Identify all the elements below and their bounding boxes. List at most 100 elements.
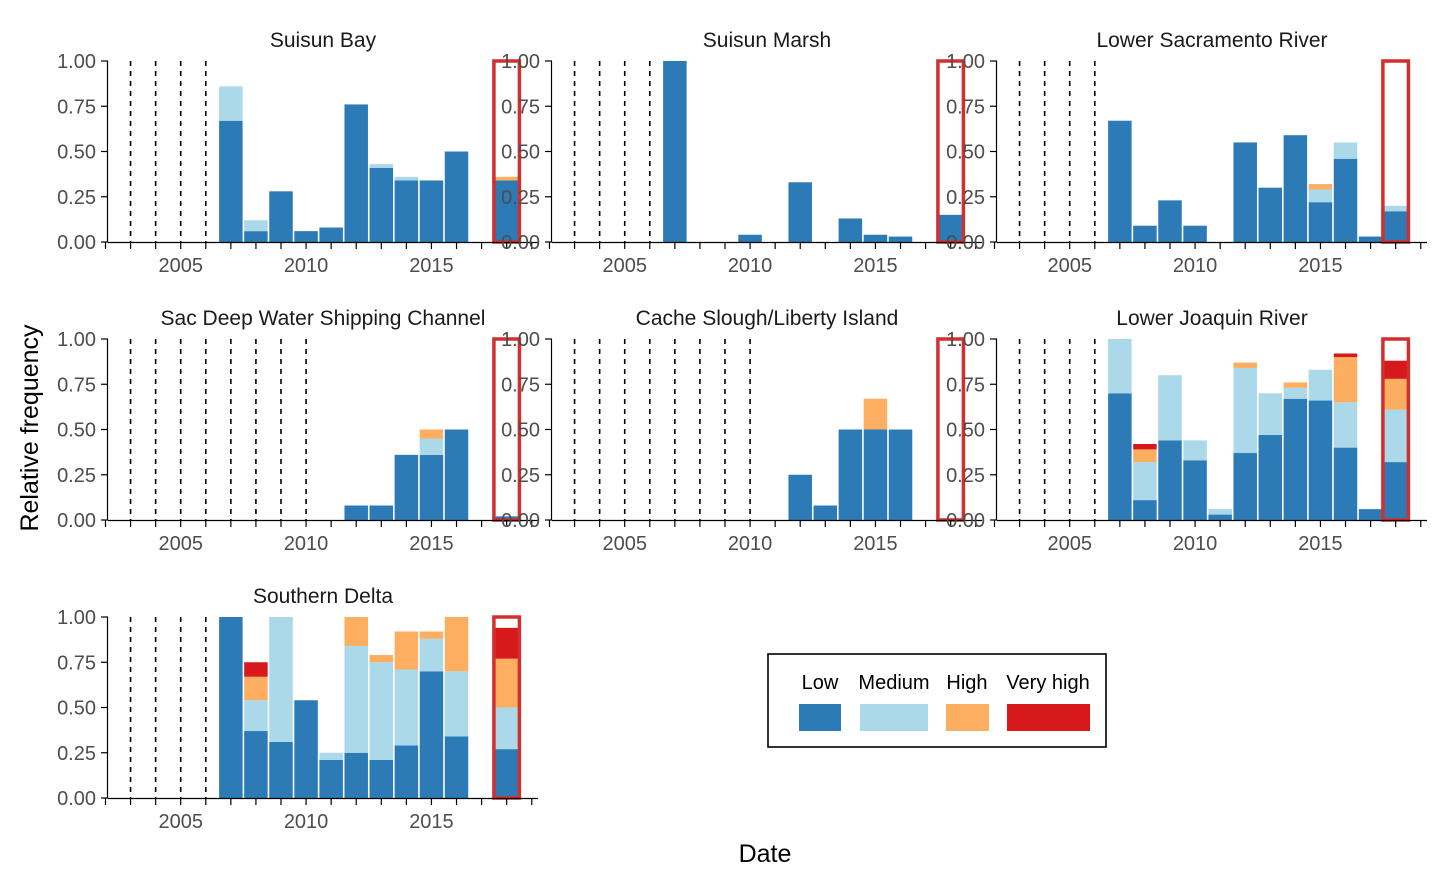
y-tick-label: 1.00 — [946, 329, 985, 351]
bar-segment-medium — [219, 86, 243, 121]
bar-segment-high — [494, 658, 519, 708]
bar-segment-low — [1233, 453, 1257, 520]
bar-segment-low — [419, 671, 444, 798]
bar-segment-low — [888, 429, 913, 520]
bar-segment-low — [838, 429, 863, 520]
legend-swatch-high — [946, 704, 989, 731]
bar-segment-medium — [1108, 339, 1132, 394]
y-tick-label: 1.00 — [501, 51, 540, 73]
bar-segment-medium — [444, 671, 469, 737]
bar-segment-low — [269, 191, 293, 242]
x-tick-label: 2010 — [728, 255, 773, 277]
bar-segment-low — [244, 231, 268, 242]
bar-segment-medium — [1283, 387, 1308, 399]
bar-segment-low — [369, 167, 394, 242]
bar-segment-medium — [1158, 375, 1182, 441]
legend-item-medium: Medium — [858, 672, 930, 731]
bar-segment-low — [1308, 202, 1333, 242]
bar-segment-high — [1233, 362, 1257, 368]
bar-segment-low — [444, 736, 469, 798]
x-tick-label: 2010 — [1173, 533, 1218, 555]
bar-segment-high — [1333, 357, 1358, 403]
bar-segment-low — [813, 505, 838, 520]
y-tick-label: 0.25 — [57, 743, 96, 765]
x-tick-label: 2010 — [284, 533, 329, 555]
x-tick-label: 2005 — [602, 255, 647, 277]
bar-segment-medium — [1308, 189, 1333, 203]
bar-segment-medium — [1233, 367, 1257, 454]
panel-title: Cache Slough/Liberty Island — [636, 307, 899, 330]
x-tick-label: 2005 — [158, 533, 203, 555]
y-tick-label: 0.75 — [57, 96, 96, 118]
bar-segment-low — [319, 759, 343, 798]
legend-item-very-high: Very high — [1006, 672, 1090, 731]
legend-box — [767, 653, 1107, 748]
bar-segment-low — [1333, 158, 1358, 242]
y-tick-label: 0.50 — [57, 698, 96, 720]
bar-segment-low — [663, 61, 687, 242]
bar-segment-low — [394, 745, 419, 798]
y-tick-label: 0.00 — [57, 510, 96, 532]
y-tick-label: 0.00 — [501, 510, 540, 532]
bar-segment-low — [1358, 509, 1383, 520]
bar-segment-high — [419, 631, 444, 639]
bar-segment-high — [394, 631, 419, 670]
x-tick-label: 2015 — [409, 533, 454, 555]
legend-item-high: High — [946, 672, 989, 731]
bar-segment-very-high — [244, 662, 268, 677]
y-tick-label: 0.50 — [946, 142, 985, 164]
bar-segment-medium — [319, 752, 343, 760]
y-tick-label: 0.50 — [57, 142, 96, 164]
bar-segment-low — [344, 104, 368, 242]
y-tick-label: 0.00 — [501, 232, 540, 254]
bar-segment-low — [1383, 462, 1408, 520]
bar-segment-high — [494, 176, 519, 181]
bar-segment-low — [444, 151, 469, 242]
bar-segment-medium — [1208, 509, 1232, 515]
bar-segment-medium — [394, 176, 419, 181]
bar-segment-low — [1233, 142, 1257, 242]
bar-segment-high — [444, 617, 469, 672]
y-tick-label: 0.00 — [946, 510, 985, 532]
bar-segment-medium — [1308, 369, 1333, 401]
bar-segment-high — [1133, 449, 1157, 463]
bar-segment-medium — [1383, 205, 1408, 212]
bar-segment-low — [1183, 225, 1207, 242]
bar-segment-low — [344, 752, 368, 798]
y-tick-label: 0.75 — [946, 96, 985, 118]
bar-segment-very-high — [1133, 443, 1157, 450]
bar-segment-high — [1283, 382, 1308, 388]
panel-suisun-marsh: Suisun Marsh 2005 2010 2015 0.00 0.25 0.50 0.75… — [501, 29, 982, 277]
panel-cache-slough-liberty-island: Cache Slough/Liberty Island 2005 2010 2015 0… — [501, 307, 982, 555]
bar-segment-medium — [494, 707, 519, 750]
legend-label-medium: Medium — [858, 672, 929, 694]
bar-segment-medium — [1333, 402, 1358, 448]
bar-segment-low — [219, 120, 243, 242]
bar-segment-low — [938, 214, 963, 242]
bar-segment-low — [1158, 200, 1182, 242]
bar-segment-medium — [1383, 409, 1408, 463]
bar-segment-low — [294, 231, 318, 242]
y-tick-label: 0.25 — [501, 465, 540, 487]
bar-segment-high — [863, 398, 888, 430]
x-axis-title: Date — [739, 840, 792, 868]
bar-segment-low — [1133, 225, 1157, 242]
panel-lower-sacramento-river: Lower Sacramento River 2005 2010 2015 0.00 0.… — [946, 29, 1427, 277]
y-tick-label: 0.75 — [501, 96, 540, 118]
bar-segment-low — [1108, 120, 1132, 242]
bar-segment-low — [219, 617, 243, 798]
bar-segment-medium — [244, 220, 268, 232]
y-axis-title: Relative frequency — [16, 324, 44, 532]
x-tick-label: 2015 — [853, 533, 898, 555]
panel-southern-delta: Southern Delta 2005 2010 2015 0.00 0.25 0.50 0.… — [57, 585, 538, 833]
bar-segment-low — [344, 505, 368, 520]
bar-segment-low — [1258, 434, 1283, 520]
bar-segment-low — [369, 505, 394, 520]
panel-lower-joaquin-river: Lower Joaquin River 2005 2010 2015 0.00 0.25 0… — [946, 307, 1427, 555]
x-tick-label: 2010 — [1173, 255, 1218, 277]
bar-segment-low — [419, 180, 444, 242]
bar-segment-low — [1158, 440, 1182, 520]
x-tick-label: 2015 — [1298, 533, 1343, 555]
x-tick-label: 2010 — [284, 811, 329, 833]
x-tick-label: 2005 — [158, 255, 203, 277]
